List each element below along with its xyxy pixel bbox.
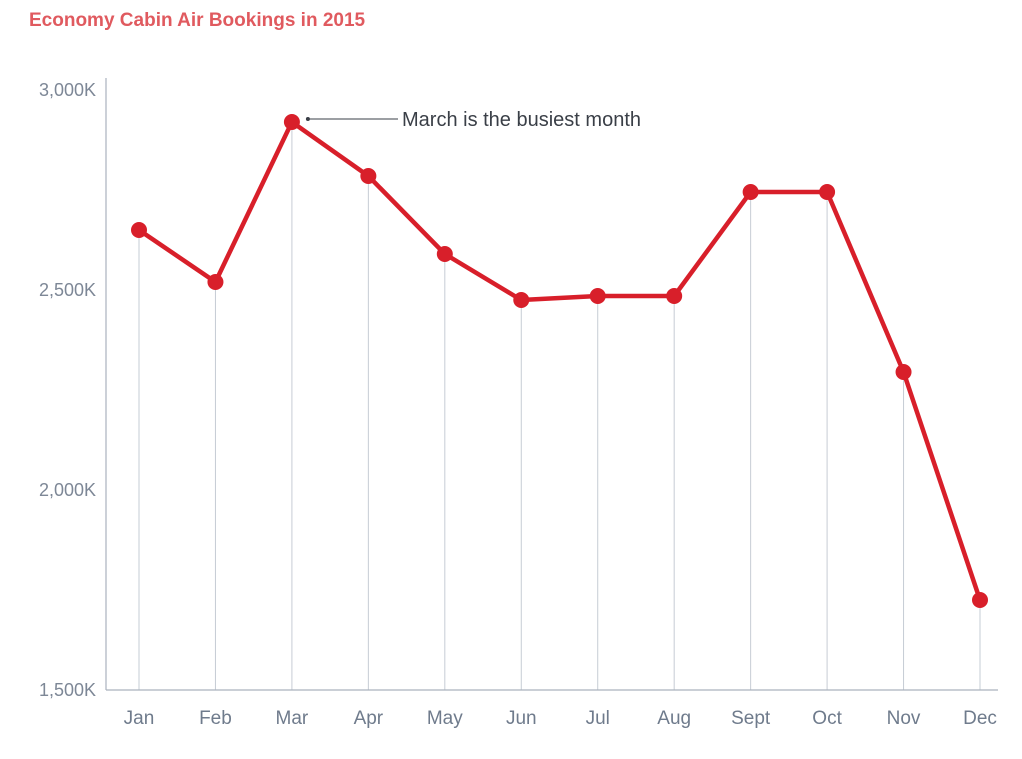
y-tick-label: 1,500K — [39, 680, 96, 700]
x-tick-label: Feb — [199, 708, 232, 729]
data-point — [895, 364, 912, 380]
data-point — [819, 184, 836, 200]
data-point — [131, 222, 147, 238]
annotation-text: March is the busiest month — [402, 109, 641, 131]
data-point — [283, 114, 300, 130]
data-point — [972, 592, 988, 608]
x-tick-label: Nov — [887, 708, 921, 729]
data-point — [666, 288, 683, 304]
x-tick-label: Sept — [731, 708, 771, 729]
series — [131, 114, 988, 608]
x-axis-ticks: Jan Feb Mar Apr May Jun Jul Aug Sept Oct Nov Dec — [124, 708, 997, 729]
data-point — [513, 292, 530, 308]
x-tick-label: Jun — [506, 708, 537, 729]
annotation: March is the busiest month — [305, 109, 641, 131]
data-point — [436, 246, 453, 262]
x-tick-label: Jul — [586, 708, 610, 729]
y-tick-label: 2,500K — [39, 280, 96, 300]
drop-lines — [138, 122, 981, 690]
y-tick-label: 2,000K — [39, 480, 96, 500]
axes — [105, 78, 998, 691]
chart-title: Economy Cabin Air Bookings in 2015 — [29, 10, 366, 31]
data-point — [589, 288, 606, 304]
x-tick-label: Oct — [812, 708, 842, 729]
x-tick-label: Mar — [276, 708, 309, 729]
y-axis-ticks: 1,500K 2,000K 2,500K 3,000K — [39, 80, 96, 700]
data-point — [207, 274, 224, 290]
x-tick-label: Jan — [124, 708, 155, 729]
x-tick-label: May — [427, 708, 463, 729]
series-line — [136, 119, 983, 603]
x-tick-label: Dec — [963, 708, 997, 729]
data-point — [360, 168, 377, 184]
x-tick-label: Aug — [657, 708, 691, 729]
x-tick-label: Apr — [354, 708, 384, 729]
data-point — [742, 184, 759, 200]
annotation-leader-dot — [305, 117, 310, 121]
y-tick-label: 3,000K — [39, 80, 96, 100]
